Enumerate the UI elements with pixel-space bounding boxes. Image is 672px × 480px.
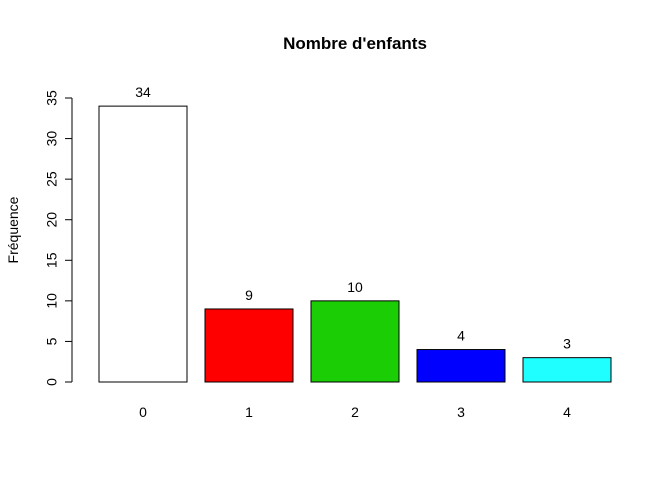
y-axis-label: Fréquence (5, 196, 21, 263)
y-tick-label: 15 (44, 252, 60, 268)
bar-4 (522, 357, 612, 383)
bar-1 (204, 308, 294, 383)
bar-value-label: 3 (563, 336, 571, 352)
chart-title: Nombre d'enfants (283, 34, 427, 53)
y-tick-label: 30 (44, 131, 60, 147)
bar-value-label: 10 (347, 279, 363, 295)
y-axis: 0 5 10 15 20 25 30 35 (44, 90, 73, 386)
y-tick-label: 5 (44, 337, 60, 345)
bars (98, 105, 612, 383)
y-tick-label: 0 (44, 378, 60, 386)
x-tick-label: 0 (139, 404, 147, 420)
y-tick-label: 20 (44, 212, 60, 228)
bar-value-label: 34 (135, 84, 151, 100)
y-tick-label: 35 (44, 90, 60, 106)
y-tick-label: 10 (44, 293, 60, 309)
value-labels: 34 9 10 4 3 (135, 84, 571, 352)
x-tick-label: 1 (245, 404, 253, 420)
bar-2 (310, 300, 400, 383)
x-tick-label: 3 (457, 404, 465, 420)
x-tick-label: 4 (563, 404, 571, 420)
bar-value-label: 4 (457, 328, 465, 344)
bar-0 (98, 105, 188, 383)
y-tick-label: 25 (44, 171, 60, 187)
x-axis-labels: 0 1 2 3 4 (139, 404, 571, 420)
x-tick-label: 2 (351, 404, 359, 420)
bar-value-label: 9 (245, 287, 253, 303)
bar-3 (416, 349, 506, 383)
